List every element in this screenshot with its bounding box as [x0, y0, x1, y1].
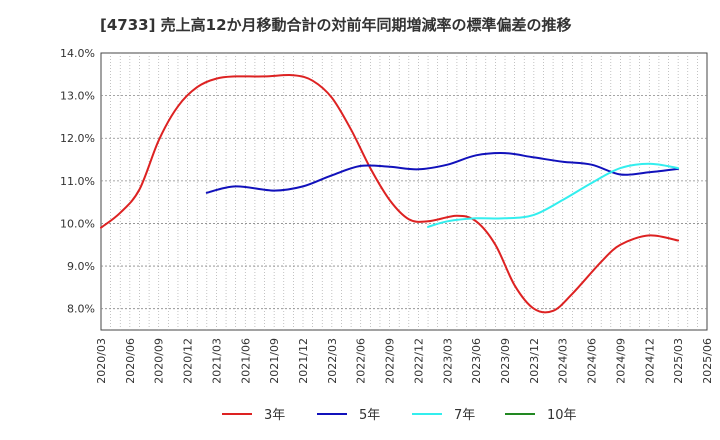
- x-tick-label: 2024/09: [614, 338, 627, 384]
- y-tick-label: 11.0%: [60, 175, 95, 188]
- x-tick-label: 2021/09: [268, 338, 281, 384]
- x-tick-label: 2020/09: [153, 338, 166, 384]
- chart-title: [4733] 売上高12か月移動合計の対前年同期増減率の標準偏差の推移: [100, 16, 572, 34]
- x-tick-label: 2020/06: [124, 338, 137, 384]
- x-tick-label: 2023/09: [499, 338, 512, 384]
- legend-label-3: 7年: [454, 408, 475, 423]
- x-tick-label: 2020/03: [95, 338, 108, 384]
- x-tick-label: 2022/09: [384, 338, 397, 384]
- x-tick-label: 2024/06: [586, 338, 599, 384]
- x-tick-label: 2025/06: [701, 338, 714, 384]
- x-tick-label: 2023/12: [528, 338, 541, 384]
- legend-label-2: 5年: [359, 408, 380, 423]
- y-tick-label: 10.0%: [60, 217, 95, 230]
- series-line-2: [205, 152, 680, 194]
- x-tick-label: 2024/12: [643, 338, 656, 384]
- y-tick-label: 9.0%: [67, 260, 95, 273]
- legend-label-4: 10年: [547, 408, 577, 423]
- x-tick-label: 2024/03: [557, 338, 570, 384]
- y-tick-label: 8.0%: [67, 303, 95, 316]
- y-tick-label: 13.0%: [60, 90, 95, 103]
- series-line-3: [427, 162, 680, 228]
- y-tick-label: 12.0%: [60, 132, 95, 145]
- x-tick-label: 2020/12: [182, 338, 195, 384]
- y-tick-label: 14.0%: [60, 47, 95, 60]
- plot-area: [100, 52, 708, 331]
- x-tick-label: 2023/03: [441, 338, 454, 384]
- x-tick-label: 2021/12: [297, 338, 310, 384]
- x-tick-label: 2021/03: [210, 338, 223, 384]
- x-tick-label: 2025/03: [672, 338, 685, 384]
- x-tick-label: 2022/06: [355, 338, 368, 384]
- series-line-1: [100, 74, 680, 314]
- x-tick-label: 2022/03: [326, 338, 339, 384]
- x-tick-label: 2022/12: [412, 338, 425, 384]
- legend-label-1: 3年: [264, 408, 285, 423]
- x-tick-label: 2021/06: [239, 338, 252, 384]
- x-tick-label: 2023/06: [470, 338, 483, 384]
